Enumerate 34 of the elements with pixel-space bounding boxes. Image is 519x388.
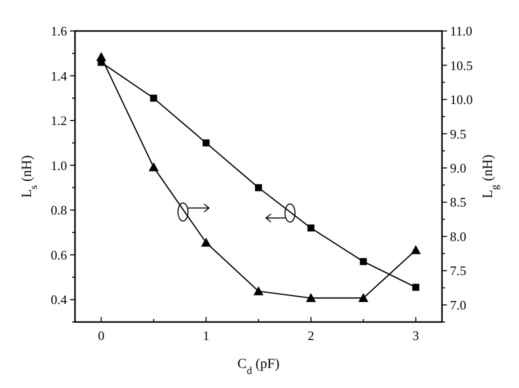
y-tick-label: 1.2 [50, 113, 67, 128]
point [360, 258, 367, 266]
y2-tick-label: 10.0 [450, 92, 473, 108]
point [202, 139, 210, 146]
y2-tick-label: 8.5 [450, 194, 466, 210]
y-tick-label: 1.4 [50, 68, 68, 84]
y-tick-label: 0.4 [50, 292, 68, 308]
point [254, 286, 264, 296]
y2-tick-label: 8.0 [450, 228, 466, 244]
point [306, 293, 316, 302]
point [255, 184, 262, 192]
point [150, 94, 158, 102]
y-tick-label: 0.6 [50, 247, 68, 262]
point [307, 224, 314, 232]
point [358, 293, 368, 302]
x-tick-label: 3 [412, 328, 420, 343]
point [96, 52, 106, 62]
point [148, 162, 159, 172]
x-tick-label: 1 [202, 328, 210, 343]
x-tick-label: 2 [308, 328, 314, 343]
point [201, 238, 212, 247]
point [412, 284, 420, 291]
point [410, 245, 421, 254]
y2-tick-label: 7.0 [450, 297, 466, 312]
x-axis-title: C$_{d}$ (pF) [237, 357, 280, 376]
x-tick-label: 0 [98, 328, 104, 343]
y-tick-label: 1.6 [50, 24, 68, 39]
y2-tick-label: 9.0 [450, 160, 466, 176]
y2-tick-label: 7.5 [450, 263, 466, 278]
y-tick-label: 0.8 [50, 202, 67, 218]
y2-tick-label: 9.5 [450, 126, 466, 142]
y-tick-label: 1.0 [50, 158, 67, 173]
y2-tick-label: 11.0 [450, 24, 472, 39]
y2-tick-label: 10.5 [450, 58, 473, 73]
